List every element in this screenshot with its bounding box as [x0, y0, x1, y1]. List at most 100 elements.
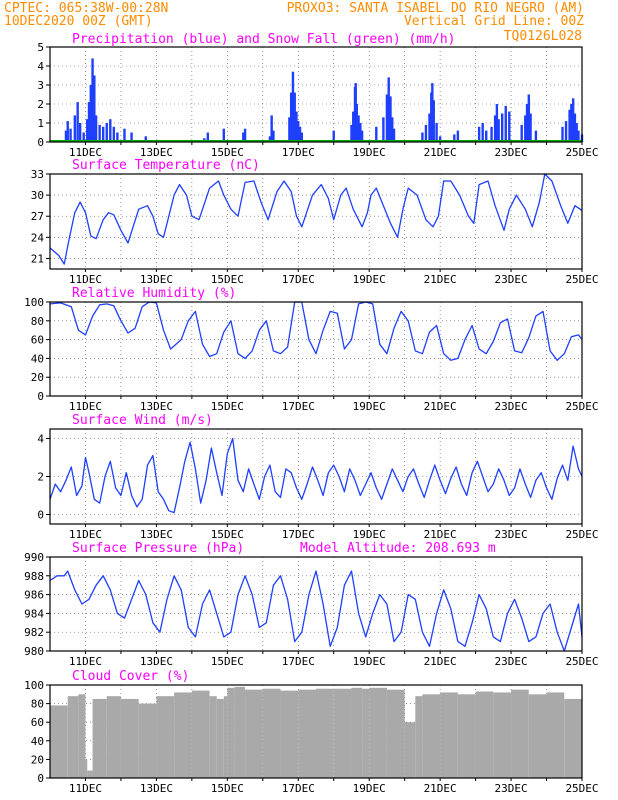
- cloud-bar: [493, 692, 512, 778]
- y-tick-label: 0: [37, 772, 44, 785]
- y-tick-label: 27: [31, 210, 44, 223]
- y-tick-label: 4: [37, 60, 44, 73]
- precip-bar: [94, 115, 98, 142]
- x-tick-label: 13DEC: [140, 528, 173, 541]
- precip-bar: [288, 117, 291, 142]
- x-tick-label: 17DEC: [282, 146, 315, 159]
- x-tick-label: 11DEC: [69, 146, 102, 159]
- x-tick-label: 17DEC: [282, 273, 315, 286]
- precip-bar: [102, 126, 105, 142]
- panels-layer: 0 1 2 3 4 5 11DEC 13DEC 15DEC 17DEC 19DEC 21DEC 23DE…: [24, 32, 598, 795]
- y-tick-label: 24: [31, 231, 45, 244]
- cloud-bar: [440, 692, 458, 778]
- x-tick-label: 13DEC: [140, 400, 173, 413]
- panel-annotation: Model Altitude: 208.693 m: [300, 541, 496, 556]
- cloud-bar: [333, 688, 352, 778]
- cloud-bar: [245, 689, 263, 778]
- precip-bar: [525, 104, 529, 142]
- header-model-code: TQ0126L028: [504, 29, 582, 44]
- cloud-bar: [262, 688, 281, 778]
- precip-bar: [493, 115, 497, 142]
- panel-title: Surface Temperature (nC): [72, 158, 260, 173]
- y-tick-label: 30: [31, 189, 44, 202]
- precip-bar: [89, 85, 92, 142]
- precip-bar: [242, 132, 245, 142]
- precip-bar: [86, 119, 89, 142]
- cloud-bar: [191, 690, 210, 778]
- precip-bar: [561, 126, 564, 142]
- y-tick-label: 60: [31, 716, 44, 729]
- precip-bar: [527, 94, 530, 142]
- precip-bar: [501, 113, 504, 142]
- precip-bar: [497, 119, 500, 142]
- precip-bar: [495, 104, 499, 142]
- y-tick-label: 33: [31, 168, 44, 181]
- x-tick-label: 23DEC: [495, 273, 528, 286]
- x-tick-label: 19DEC: [353, 146, 386, 159]
- precip-bar: [392, 128, 396, 142]
- precip-bar: [564, 121, 568, 142]
- cloud-bar: [280, 690, 299, 778]
- x-tick-label: 13DEC: [140, 655, 173, 668]
- y-tick-label: 2: [37, 98, 44, 111]
- precip-bar: [268, 136, 272, 142]
- precip-bar: [456, 130, 460, 142]
- x-tick-label: 17DEC: [282, 655, 315, 668]
- x-tick-label: 15DEC: [211, 273, 244, 286]
- precip-bar: [481, 123, 484, 142]
- precip-bar: [105, 123, 108, 142]
- x-tick-label: 23DEC: [495, 782, 528, 795]
- y-tick-label: 21: [31, 252, 44, 265]
- precip-bar: [573, 113, 577, 142]
- x-tick-label: 25DEC: [565, 782, 598, 795]
- precip-bar: [82, 132, 85, 142]
- panel-frame: [49, 173, 583, 270]
- precip-bar: [298, 126, 302, 142]
- y-tick-label: 20: [31, 753, 44, 766]
- panel-frame: [49, 556, 583, 652]
- precip-bar: [144, 136, 147, 142]
- cloud-bar: [511, 689, 529, 778]
- x-tick-label: 15DEC: [211, 782, 244, 795]
- precip-bar: [64, 130, 68, 142]
- y-tick-label: 80: [31, 315, 44, 328]
- y-tick-label: 80: [31, 698, 44, 711]
- precip-bar: [529, 113, 532, 142]
- panel-3: 0 20 40 60 80 100 11DEC 13DEC 15DEC 17DEC 19DEC 21D…: [24, 286, 598, 413]
- precip-bar: [438, 136, 442, 142]
- precip-bar: [534, 130, 538, 142]
- cloud-bar: [216, 698, 224, 778]
- precip-bar: [93, 75, 96, 142]
- precip-bar: [385, 94, 389, 142]
- x-tick-label: 11DEC: [69, 400, 102, 413]
- x-tick-label: 23DEC: [495, 528, 528, 541]
- precip-bar: [69, 128, 72, 142]
- cloud-bar: [369, 687, 387, 778]
- x-tick-label: 19DEC: [353, 782, 386, 795]
- precip-bar: [332, 130, 335, 142]
- series-line: [49, 173, 583, 265]
- cloud-bar: [92, 698, 107, 778]
- precip-bar: [568, 109, 571, 142]
- x-tick-label: 15DEC: [211, 146, 244, 159]
- x-tick-label: 11DEC: [69, 528, 102, 541]
- precip-bar: [382, 117, 385, 142]
- cloud-bar: [457, 694, 476, 778]
- precip-bar: [295, 111, 298, 142]
- y-tick-label: 40: [31, 352, 44, 365]
- panel-title: Surface Pressure (hPa): [72, 541, 244, 556]
- x-tick-label: 21DEC: [424, 400, 457, 413]
- precip-bar: [123, 128, 126, 142]
- x-tick-label: 19DEC: [353, 528, 386, 541]
- y-tick-label: 5: [37, 41, 44, 54]
- y-tick-label: 40: [31, 735, 44, 748]
- series-line: [49, 437, 583, 514]
- cloud-bar: [415, 696, 423, 778]
- x-tick-label: 23DEC: [495, 400, 528, 413]
- x-tick-label: 11DEC: [69, 782, 102, 795]
- cloud-bar: [404, 722, 416, 778]
- precip-bar: [352, 111, 355, 142]
- precip-bar: [293, 92, 296, 142]
- cloud-bar: [138, 703, 157, 778]
- header-date: 10DEC2020 00Z (GMT): [4, 14, 153, 29]
